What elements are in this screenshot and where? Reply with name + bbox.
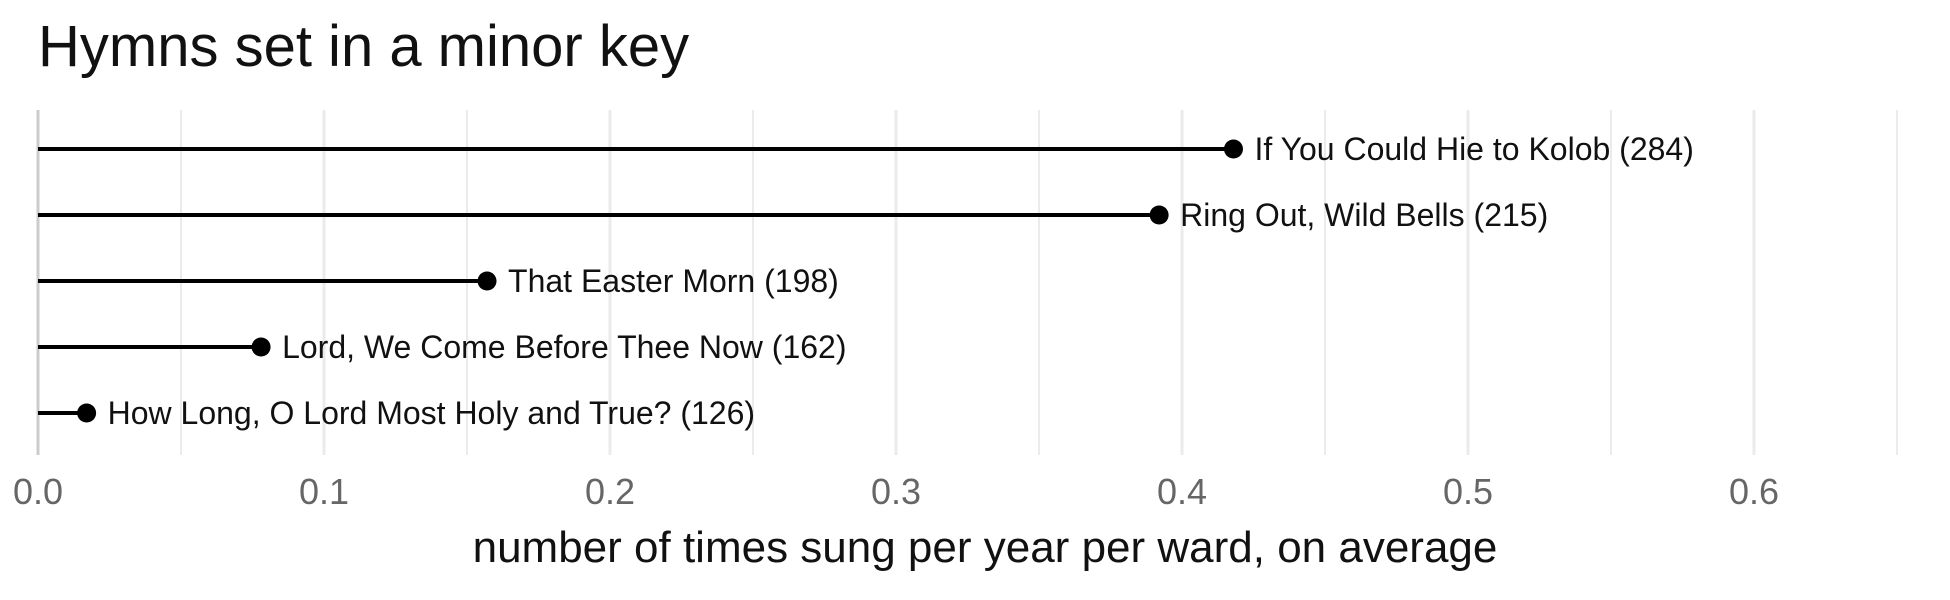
point-label: Ring Out, Wild Bells (215)	[1180, 197, 1548, 233]
x-tick-label: 0.0	[13, 471, 63, 512]
point-label: That Easter Morn (198)	[508, 263, 839, 299]
x-tick-labels: 0.0 0.1 0.2 0.3 0.4 0.5 0.6	[13, 471, 1779, 512]
x-tick-label: 0.2	[585, 471, 635, 512]
point-label: Lord, We Come Before Thee Now (162)	[282, 329, 846, 365]
x-tick-label: 0.3	[871, 471, 921, 512]
x-tick-label: 0.4	[1157, 471, 1207, 512]
lollipop-point	[1223, 139, 1243, 159]
x-tick-label: 0.6	[1729, 471, 1779, 512]
chart-title: Hymns set in a minor key	[38, 14, 690, 79]
x-axis-title: number of times sung per year per ward, …	[473, 523, 1498, 572]
point-label: How Long, O Lord Most Holy and True? (12…	[108, 395, 755, 431]
data-marks: If You Could Hie to Kolob (284) Ring Out,…	[38, 131, 1694, 431]
x-tick-label: 0.5	[1443, 471, 1493, 512]
lollipop-point	[477, 271, 497, 291]
point-label: If You Could Hie to Kolob (284)	[1254, 131, 1693, 167]
lollipop-point	[251, 337, 271, 357]
x-tick-label: 0.1	[299, 471, 349, 512]
grid-layer	[36, 110, 1898, 455]
lollipop-point	[77, 403, 97, 423]
lollipop-point	[1149, 205, 1169, 225]
